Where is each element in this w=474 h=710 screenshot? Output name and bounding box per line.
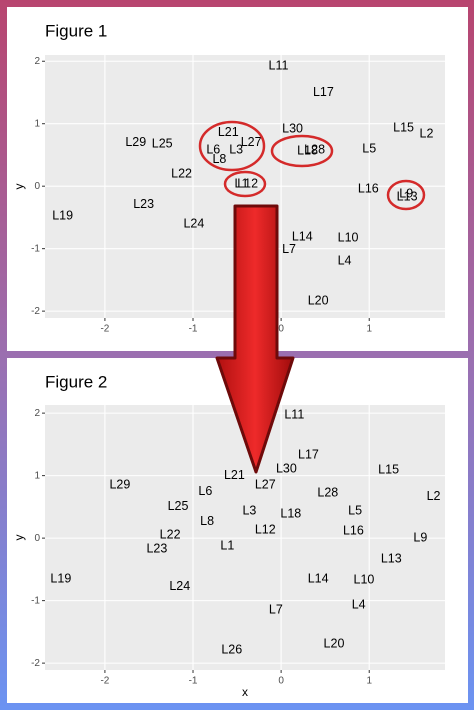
point-label: L3 [242, 504, 256, 518]
x-tick-label: 0 [278, 324, 284, 335]
point-label: L10 [338, 230, 359, 244]
y-tick-label: 0 [34, 533, 40, 544]
point-label: L1 [220, 539, 234, 553]
point-label: L29 [109, 477, 130, 491]
point-label: L23 [133, 197, 154, 211]
point-label: L18 [280, 507, 301, 521]
point-label: L18 [297, 144, 318, 158]
y-tick-label: 1 [34, 118, 40, 129]
point-label: L7 [269, 602, 283, 616]
point-label: L8 [212, 152, 226, 166]
point-label: L1 [235, 177, 249, 191]
point-label: L26 [221, 642, 242, 656]
point-label: L9 [399, 187, 413, 201]
point-label: L14 [308, 572, 329, 586]
point-label: L16 [358, 182, 379, 196]
x-tick-label: 0 [278, 676, 284, 687]
circle [223, 170, 267, 198]
y-axis-title: y [12, 184, 26, 190]
point-label: L22 [160, 527, 181, 541]
highlight-circles [198, 120, 426, 211]
point-label: L19 [50, 572, 71, 586]
point-label: L11 [269, 59, 289, 73]
point-label: L2 [420, 127, 434, 141]
point-label: L17 [298, 447, 319, 461]
figure-title: Figure 1 [45, 21, 107, 40]
point-label: L10 [354, 572, 375, 586]
circle [270, 134, 334, 168]
x-tick-label: -1 [189, 676, 198, 687]
point-label: L15 [378, 462, 399, 476]
point-label: L28 [317, 485, 338, 499]
point-label: L12 [255, 522, 276, 536]
x-tick-label: 1 [366, 324, 372, 335]
point-label: L25 [152, 137, 173, 151]
plot-area [45, 405, 445, 670]
point-label: L4 [352, 597, 366, 611]
x-tick-label: -2 [100, 676, 109, 687]
point-label: L24 [183, 217, 204, 231]
y-tick-label: -1 [31, 595, 40, 606]
y-tick-label: 1 [34, 470, 40, 481]
figure-title: Figure 2 [45, 372, 107, 391]
y-tick-label: -2 [31, 658, 40, 669]
point-label: L5 [362, 142, 376, 156]
point-label: L21 [218, 125, 239, 139]
point-label: L30 [282, 122, 303, 136]
x-tick-label: 1 [366, 676, 372, 687]
point-label: L3 [229, 142, 243, 156]
point-label: L22 [171, 167, 192, 181]
point-label: L30 [276, 462, 297, 476]
point-label: L28 [304, 142, 325, 156]
arrow [215, 204, 295, 474]
x-tick-label: -2 [100, 324, 109, 335]
point-label: L12 [237, 177, 258, 191]
y-axis-title: y [12, 535, 26, 541]
point-label: L23 [146, 542, 167, 556]
point-label: L6 [206, 142, 220, 156]
point-label: L29 [125, 135, 146, 149]
point-label: L16 [343, 524, 364, 538]
point-label: L15 [393, 120, 414, 134]
x-tick-label: -1 [189, 324, 198, 335]
point-label: L13 [381, 552, 402, 566]
y-tick-label: -1 [31, 243, 40, 254]
y-tick-label: 2 [34, 408, 40, 419]
point-label: L17 [313, 85, 334, 99]
point-label: L27 [255, 477, 276, 491]
point-label: L6 [198, 484, 212, 498]
point-label: L20 [308, 293, 329, 307]
point-label: L4 [338, 253, 352, 267]
point-label: L13 [397, 190, 418, 204]
point-label: L19 [52, 208, 73, 222]
point-label: L21 [224, 468, 245, 482]
point-label: L25 [168, 499, 189, 513]
point-label: L9 [413, 530, 427, 544]
y-tick-label: 2 [34, 56, 40, 67]
point-label: L14 [292, 230, 313, 244]
point-label: L24 [169, 579, 190, 593]
point-label: L20 [324, 637, 345, 651]
x-axis-title: x [242, 685, 248, 699]
point-label: L11 [284, 407, 304, 421]
point-label: L8 [200, 514, 214, 528]
point-label: L7 [282, 242, 296, 256]
point-label: L27 [241, 135, 262, 149]
circle [386, 179, 426, 211]
y-tick-label: -2 [31, 306, 40, 317]
point-label: L5 [348, 504, 362, 518]
point-label: L2 [427, 489, 441, 503]
y-tick-label: 0 [34, 181, 40, 192]
circle [198, 120, 266, 172]
